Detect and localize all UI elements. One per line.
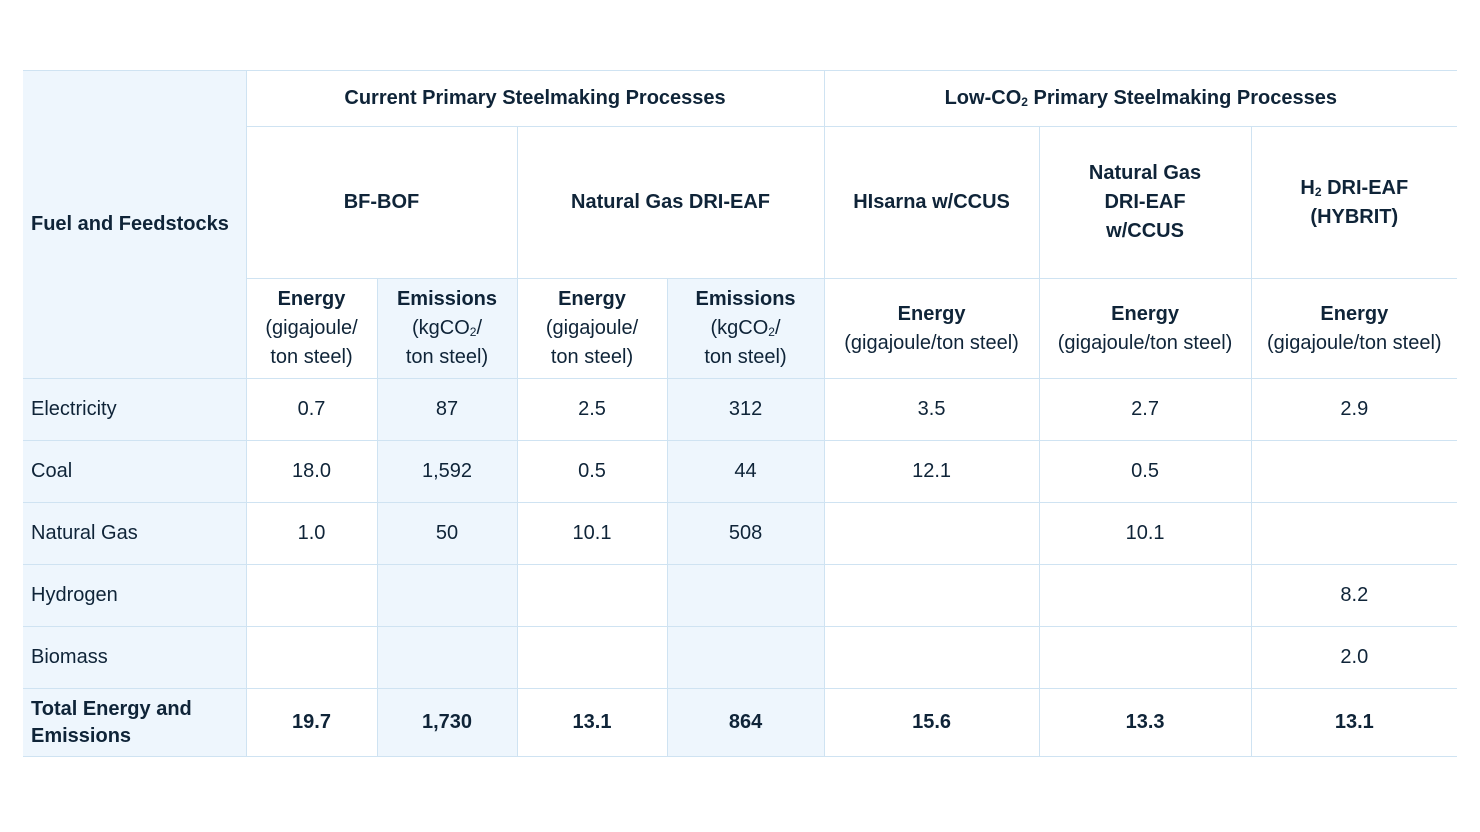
total-cell: 15.6	[823, 688, 1040, 757]
process-header-h2-dri-eaf: H2 DRI-EAF (HYBRIT)	[1250, 126, 1458, 279]
row-label: Electricity	[23, 378, 247, 441]
table-row: Natural Gas 1.0 50 10.1 508 10.1	[23, 502, 1458, 565]
row-header-title: Fuel and Feedstocks	[23, 70, 247, 379]
process-header-hisarna: HIsarna w/CCUS	[823, 126, 1040, 279]
table-cell: 12.1	[823, 440, 1040, 503]
table-cell: 3.5	[823, 378, 1040, 441]
table-row: Electricity 0.7 87 2.5 312 3.5 2.7 2.9	[23, 378, 1458, 441]
table-cell	[823, 626, 1040, 689]
table-cell	[666, 564, 825, 627]
table-cell	[1038, 564, 1252, 627]
table-cell	[245, 626, 378, 689]
total-cell: 864	[666, 688, 825, 757]
table-cell: 0.5	[516, 440, 668, 503]
row-label: Hydrogen	[23, 564, 247, 627]
table-cell: 0.7	[245, 378, 378, 441]
table-cell	[1038, 626, 1252, 689]
table-cell: 50	[376, 502, 518, 565]
process-header-ng-dri-eaf-ccus: Natural Gas DRI-EAF w/CCUS	[1038, 126, 1252, 279]
table-cell: 1.0	[245, 502, 378, 565]
metric-header-energy: Energy (gigajoule/ ton steel)	[246, 278, 378, 379]
total-cell: 1,730	[376, 688, 518, 757]
total-cell: 13.1	[516, 688, 668, 757]
total-cell: 13.3	[1038, 688, 1252, 757]
table-cell: 8.2	[1250, 564, 1458, 627]
table-row: Hydrogen 8.2	[23, 564, 1458, 627]
table-cell	[1250, 502, 1458, 565]
row-label: Coal	[23, 440, 247, 503]
table-cell	[376, 564, 518, 627]
table-cell: 44	[666, 440, 825, 503]
table-cell	[823, 564, 1040, 627]
table-cell	[376, 626, 518, 689]
metric-header-energy: Energy (gigajoule/ ton steel)	[516, 278, 668, 379]
table-cell	[666, 626, 825, 689]
table-cell: 10.1	[516, 502, 668, 565]
table-cell: 2.7	[1038, 378, 1252, 441]
table-cell: 312	[666, 378, 825, 441]
metric-header-energy: Energy (gigajoule/ton steel)	[1038, 278, 1252, 379]
table-cell	[1250, 440, 1458, 503]
metric-header-emissions: Emissions (kgCO2/ ton steel)	[376, 278, 518, 379]
table-cell: 2.0	[1250, 626, 1458, 689]
table-cell: 2.9	[1250, 378, 1458, 441]
group-header-current: Current Primary Steelmaking Processes	[245, 70, 825, 127]
process-header-bf-bof: BF-BOF	[246, 126, 518, 279]
table-cell	[516, 564, 668, 627]
table-cell	[516, 626, 668, 689]
table-row: Biomass 2.0	[23, 626, 1458, 689]
total-row: Total Energy and Emissions 19.7 1,730 13…	[23, 688, 1458, 757]
table-cell: 18.0	[245, 440, 378, 503]
table-cell	[823, 502, 1040, 565]
table-cell	[245, 564, 378, 627]
table-cell: 10.1	[1038, 502, 1252, 565]
total-cell: 13.1	[1250, 688, 1458, 757]
row-label: Natural Gas	[23, 502, 247, 565]
metric-header-energy: Energy (gigajoule/ton steel)	[1250, 278, 1458, 379]
steelmaking-energy-table: Fuel and Feedstocks Current Primary Stee…	[23, 70, 1458, 757]
table-cell: 1,592	[376, 440, 518, 503]
table-cell: 508	[666, 502, 825, 565]
total-row-label: Total Energy and Emissions	[23, 688, 247, 757]
metric-header-energy: Energy (gigajoule/ton steel)	[823, 278, 1040, 379]
table-cell: 2.5	[516, 378, 668, 441]
table-cell: 87	[376, 378, 518, 441]
group-header-low-co2: Low-CO2 Primary Steelmaking Processes	[823, 70, 1458, 127]
total-cell: 19.7	[245, 688, 378, 757]
table-cell: 0.5	[1038, 440, 1252, 503]
process-header-ng-dri-eaf: Natural Gas DRI-EAF	[516, 126, 825, 279]
row-label: Biomass	[23, 626, 247, 689]
metric-header-emissions: Emissions (kgCO2/ ton steel)	[666, 278, 825, 379]
table-row: Coal 18.0 1,592 0.5 44 12.1 0.5	[23, 440, 1458, 503]
